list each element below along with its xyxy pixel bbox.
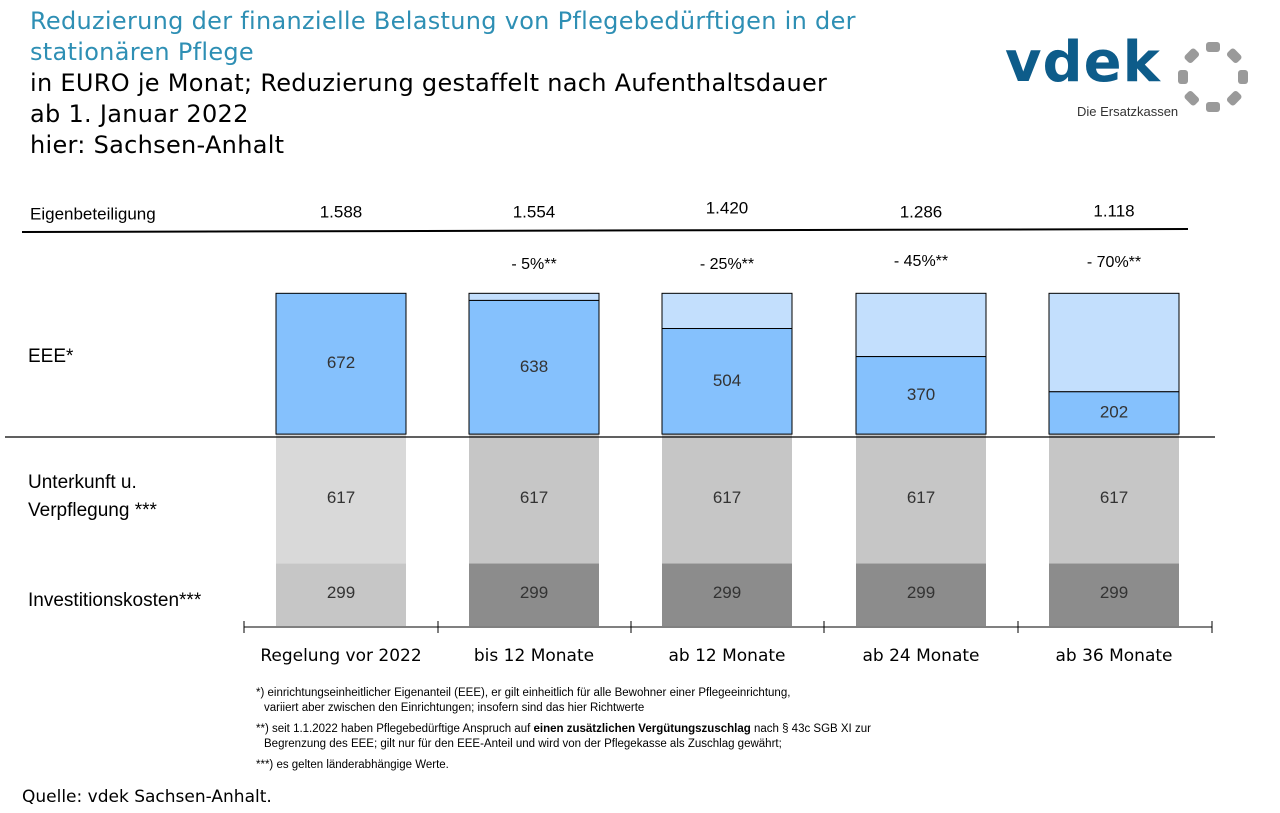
bar-eee-2 [468,299,600,435]
bar-invest-3 [662,563,792,626]
bar-invest-4 [856,563,986,626]
bar-reduction-3 [661,292,793,330]
logo-ring-dot [1226,48,1242,64]
header-divider-line [21,228,1189,233]
vdek-logo: vdek Die Ersatzkassen [1005,30,1255,122]
bar-uv-1 [276,434,406,564]
footnote-zuschlag-bold: einen zusätzlichen Vergütungszuschlag [533,723,751,735]
chart-subtitle-unit: in EURO je Monat; Reduzierung gestaffelt… [30,69,828,97]
value-label-eee-5: 202 [1100,402,1128,421]
category-label-2: bis 12 Monate [474,646,594,666]
value-label-uv-2: 617 [520,488,548,507]
bar-invest-5 [1049,563,1179,626]
value-label-invest-3: 299 [713,583,741,602]
category-label-1: Regelung vor 2022 [260,646,421,666]
value-label-uv-5: 617 [1100,488,1128,507]
chart-subtitle-region: hier: Sachsen-Anhalt [30,131,285,159]
value-label-invest-2: 299 [520,583,548,602]
footnote-eee: *) einrichtungseinheitlicher Eigenanteil… [256,686,871,716]
row-label-uv-line1: Unterkunft u. [28,472,137,493]
bar-eee-5 [1048,391,1180,435]
value-label-uv-1: 617 [327,488,355,507]
footnote-zuschlag-line2: Begrenzung des EEE; gilt nur für den EEE… [264,738,782,750]
logo-ring-dot [1206,42,1220,52]
bar-eee-3 [661,328,793,435]
eigenbeteiligung-value-2: 1.554 [513,202,556,221]
bar-uv-5 [1049,434,1179,564]
logo-ring-dot [1226,90,1242,106]
value-label-eee-3: 504 [713,371,741,390]
logo-ring-dot [1184,48,1200,64]
footnotes: *) einrichtungseinheitlicher Eigenanteil… [256,686,871,779]
source-note: Quelle: vdek Sachsen-Anhalt. [22,787,272,807]
reduction-label-2: - 5%** [511,256,556,273]
reduction-label-4: - 45%** [894,253,948,270]
logo-ring-dot [1238,70,1248,84]
logo-ring-dot [1206,102,1220,112]
logo-ring-icon [1178,42,1248,112]
eigenbeteiligung-value-5: 1.118 [1093,201,1134,220]
value-label-uv-4: 617 [907,488,935,507]
chart-subtitle-date: ab 1. Januar 2022 [30,100,249,128]
logo-tagline: Die Ersatzkassen [1077,104,1179,119]
reduction-label-3: - 25%** [700,256,754,273]
bar-invest-1 [276,563,406,626]
value-label-eee-4: 370 [907,385,935,404]
eigenbeteiligung-label: Eigenbeteiligung [30,204,156,223]
footnote-zuschlag-post: nach § 43c SGB XI zur [750,723,871,735]
reduction-label-5: - 70%** [1087,254,1141,271]
value-label-invest-5: 299 [1100,583,1128,602]
bar-reduction-4 [855,292,987,358]
value-label-eee-1: 672 [327,353,355,372]
bar-eee-4 [855,356,987,435]
bar-uv-3 [662,434,792,564]
bar-eee-1 [275,292,407,435]
category-label-3: ab 12 Monate [668,646,785,666]
row-label-invest: Investitionskosten*** [28,590,202,611]
value-label-invest-1: 299 [327,583,355,602]
chart-title: Reduzierung der finanzielle Belastung vo… [30,7,856,66]
row-label-eee: EEE* [28,346,74,367]
footnote-eee-line2: variiert aber zwischen den Einrichtungen… [264,702,645,714]
footnote-zuschlag-line1: **) seit 1.1.2022 haben Pflegebedürftige… [256,722,871,737]
eigenbeteiligung-value-3: 1.420 [706,198,749,217]
logo-ring-dot [1178,70,1188,84]
footnote-eee-line1: *) einrichtungseinheitlicher Eigenanteil… [256,687,791,699]
bar-uv-4 [856,434,986,564]
bar-uv-2 [469,434,599,564]
bar-invest-2 [469,563,599,626]
row-label-uv-line2: Verpflegung *** [28,500,157,521]
logo-ring-dot [1184,90,1200,106]
value-label-invest-4: 299 [907,583,935,602]
bar-reduction-5 [1048,292,1180,393]
category-label-5: ab 36 Monate [1055,646,1172,666]
title-block: Reduzierung der finanzielle Belastung vo… [30,6,856,161]
footnote-laender: ***) es gelten länderabhängige Werte. [256,759,449,771]
value-label-eee-2: 638 [520,357,548,376]
category-label-4: ab 24 Monate [862,646,979,666]
logo-wordmark: vdek [1005,30,1161,95]
bar-reduction-2 [468,292,600,301]
footnote-zuschlag-pre: **) seit 1.1.2022 haben Pflegebedürftige… [256,723,534,735]
eigenbeteiligung-value-1: 1.588 [320,202,363,221]
value-label-uv-3: 617 [713,488,741,507]
eigenbeteiligung-value-4: 1.286 [900,202,943,221]
footnote-zuschlag: **) seit 1.1.2022 haben Pflegebedürftige… [256,722,871,752]
